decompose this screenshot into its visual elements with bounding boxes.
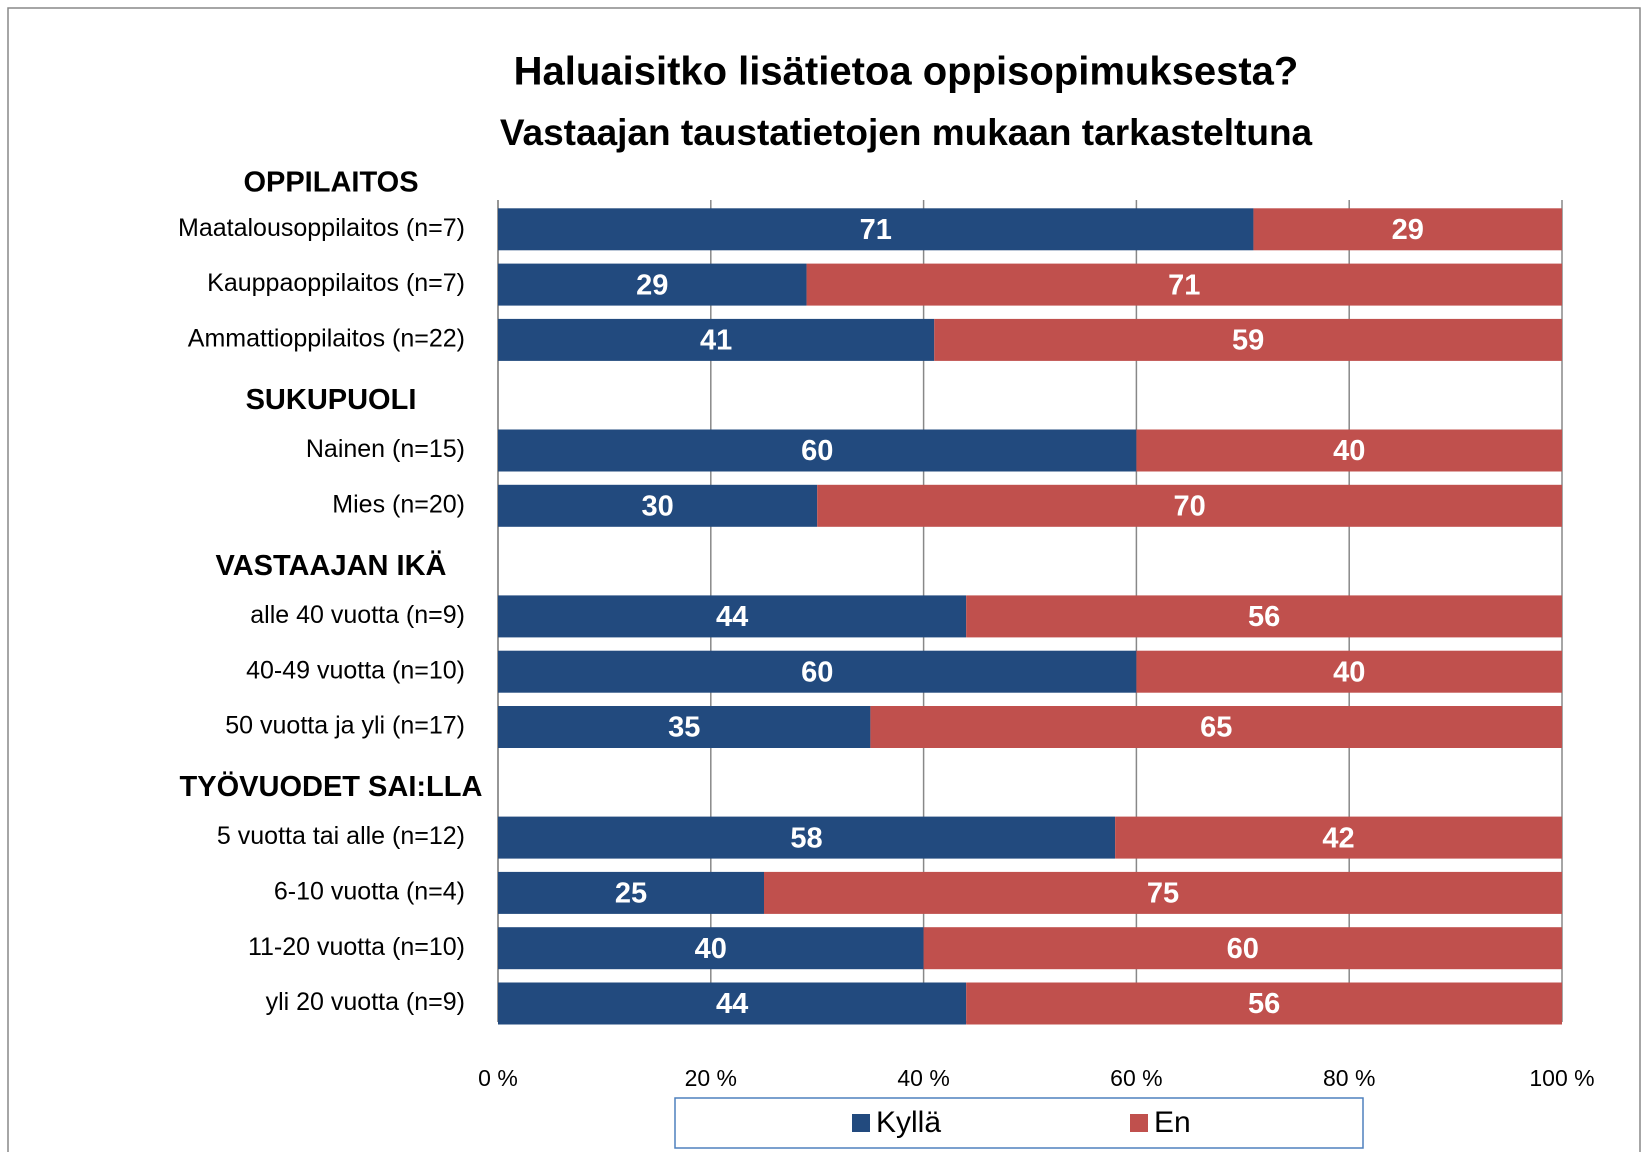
- bar-segment: [498, 650, 1137, 693]
- data-label: 65: [1200, 712, 1232, 744]
- bar-segment: [1136, 429, 1562, 472]
- data-label: 40: [695, 933, 727, 965]
- y-tick-label: 11-20 vuotta (n=10): [248, 933, 465, 961]
- legend-swatch: [852, 1114, 870, 1132]
- legend-label: En: [1154, 1106, 1191, 1139]
- x-tick-label: 60 %: [1110, 1065, 1162, 1091]
- bar-segment: [1115, 816, 1562, 859]
- data-label: 58: [790, 822, 822, 854]
- y-tick-label: yli 20 vuotta (n=9): [266, 988, 465, 1016]
- x-tick-label: 100 %: [1529, 1065, 1594, 1091]
- data-label: 71: [860, 214, 892, 246]
- data-label: 75: [1147, 878, 1179, 910]
- chart-title: Haluaisitko lisätietoa oppisopimuksesta?: [514, 50, 1299, 94]
- data-label: 29: [1392, 214, 1424, 246]
- y-tick-label: 6-10 vuotta (n=4): [274, 878, 465, 906]
- data-label: 44: [716, 601, 748, 633]
- bar-segment: [498, 816, 1116, 859]
- legend-label: Kyllä: [876, 1106, 941, 1139]
- data-label: 30: [641, 490, 673, 522]
- legend-box: [674, 1097, 1364, 1149]
- bar-segment: [934, 318, 1562, 361]
- y-tick-label: 40-49 vuotta (n=10): [246, 656, 465, 684]
- y-tick-label: Kauppaoppilaitos (n=7): [207, 269, 465, 297]
- bar-segment: [966, 982, 1562, 1025]
- data-label: 41: [700, 325, 732, 357]
- x-tick-label: 0 %: [478, 1065, 518, 1091]
- bar-segment: [498, 927, 924, 970]
- data-label: 35: [668, 712, 700, 744]
- bar-segment: [498, 263, 807, 306]
- bar-segment: [498, 484, 818, 527]
- data-label: 70: [1173, 490, 1205, 522]
- bar-segment: [817, 484, 1562, 527]
- y-tick-label: Maatalousoppilaitos (n=7): [178, 214, 465, 242]
- bar-segment: [498, 318, 935, 361]
- data-label: 60: [801, 435, 833, 467]
- bar-segment: [498, 429, 1137, 472]
- bar-segment: [498, 208, 1254, 251]
- data-label: 29: [636, 269, 668, 301]
- bar-segment: [498, 706, 871, 748]
- legend-swatch: [1130, 1114, 1148, 1132]
- data-label: 40: [1333, 656, 1365, 688]
- data-label: 56: [1248, 601, 1280, 633]
- data-label: 60: [1227, 933, 1259, 965]
- chart-subtitle: Vastaajan taustatietojen mukaan tarkaste…: [500, 112, 1313, 153]
- bar-segment: [966, 595, 1562, 638]
- y-tick-label: alle 40 vuotta (n=9): [250, 601, 465, 629]
- group-label: VASTAAJAN IKÄ: [216, 549, 447, 582]
- data-label: 42: [1322, 822, 1354, 854]
- data-label: 71: [1168, 269, 1200, 301]
- bar-segment: [498, 595, 967, 638]
- group-label: SUKUPUOLI: [246, 384, 417, 416]
- bar-segment: [764, 871, 1562, 914]
- bar-segment: [870, 706, 1562, 748]
- bar-segment: [498, 982, 967, 1025]
- y-tick-label: Mies (n=20): [332, 490, 465, 518]
- group-label: OPPILAITOS: [243, 167, 418, 199]
- bar-segment: [806, 263, 1562, 306]
- bar-segment: [498, 871, 764, 914]
- y-tick-label: 5 vuotta tai alle (n=12): [217, 822, 465, 850]
- y-tick-label: Nainen (n=15): [306, 435, 465, 463]
- group-label: TYÖVUODET SAI:LLA: [180, 770, 483, 803]
- data-label: 59: [1232, 325, 1264, 357]
- data-label: 56: [1248, 988, 1280, 1020]
- x-tick-label: 80 %: [1323, 1065, 1375, 1091]
- y-tick-label: Ammattioppilaitos (n=22): [188, 325, 465, 353]
- bar-segment: [923, 927, 1562, 970]
- x-tick-label: 20 %: [685, 1065, 737, 1091]
- x-tick-label: 40 %: [897, 1065, 949, 1091]
- bar-segment: [1136, 650, 1562, 693]
- data-label: 25: [615, 878, 647, 910]
- bar-segment: [1253, 208, 1562, 251]
- y-tick-label: 50 vuotta ja yli (n=17): [225, 712, 465, 740]
- data-label: 44: [716, 988, 748, 1020]
- data-label: 40: [1333, 435, 1365, 467]
- data-label: 60: [801, 656, 833, 688]
